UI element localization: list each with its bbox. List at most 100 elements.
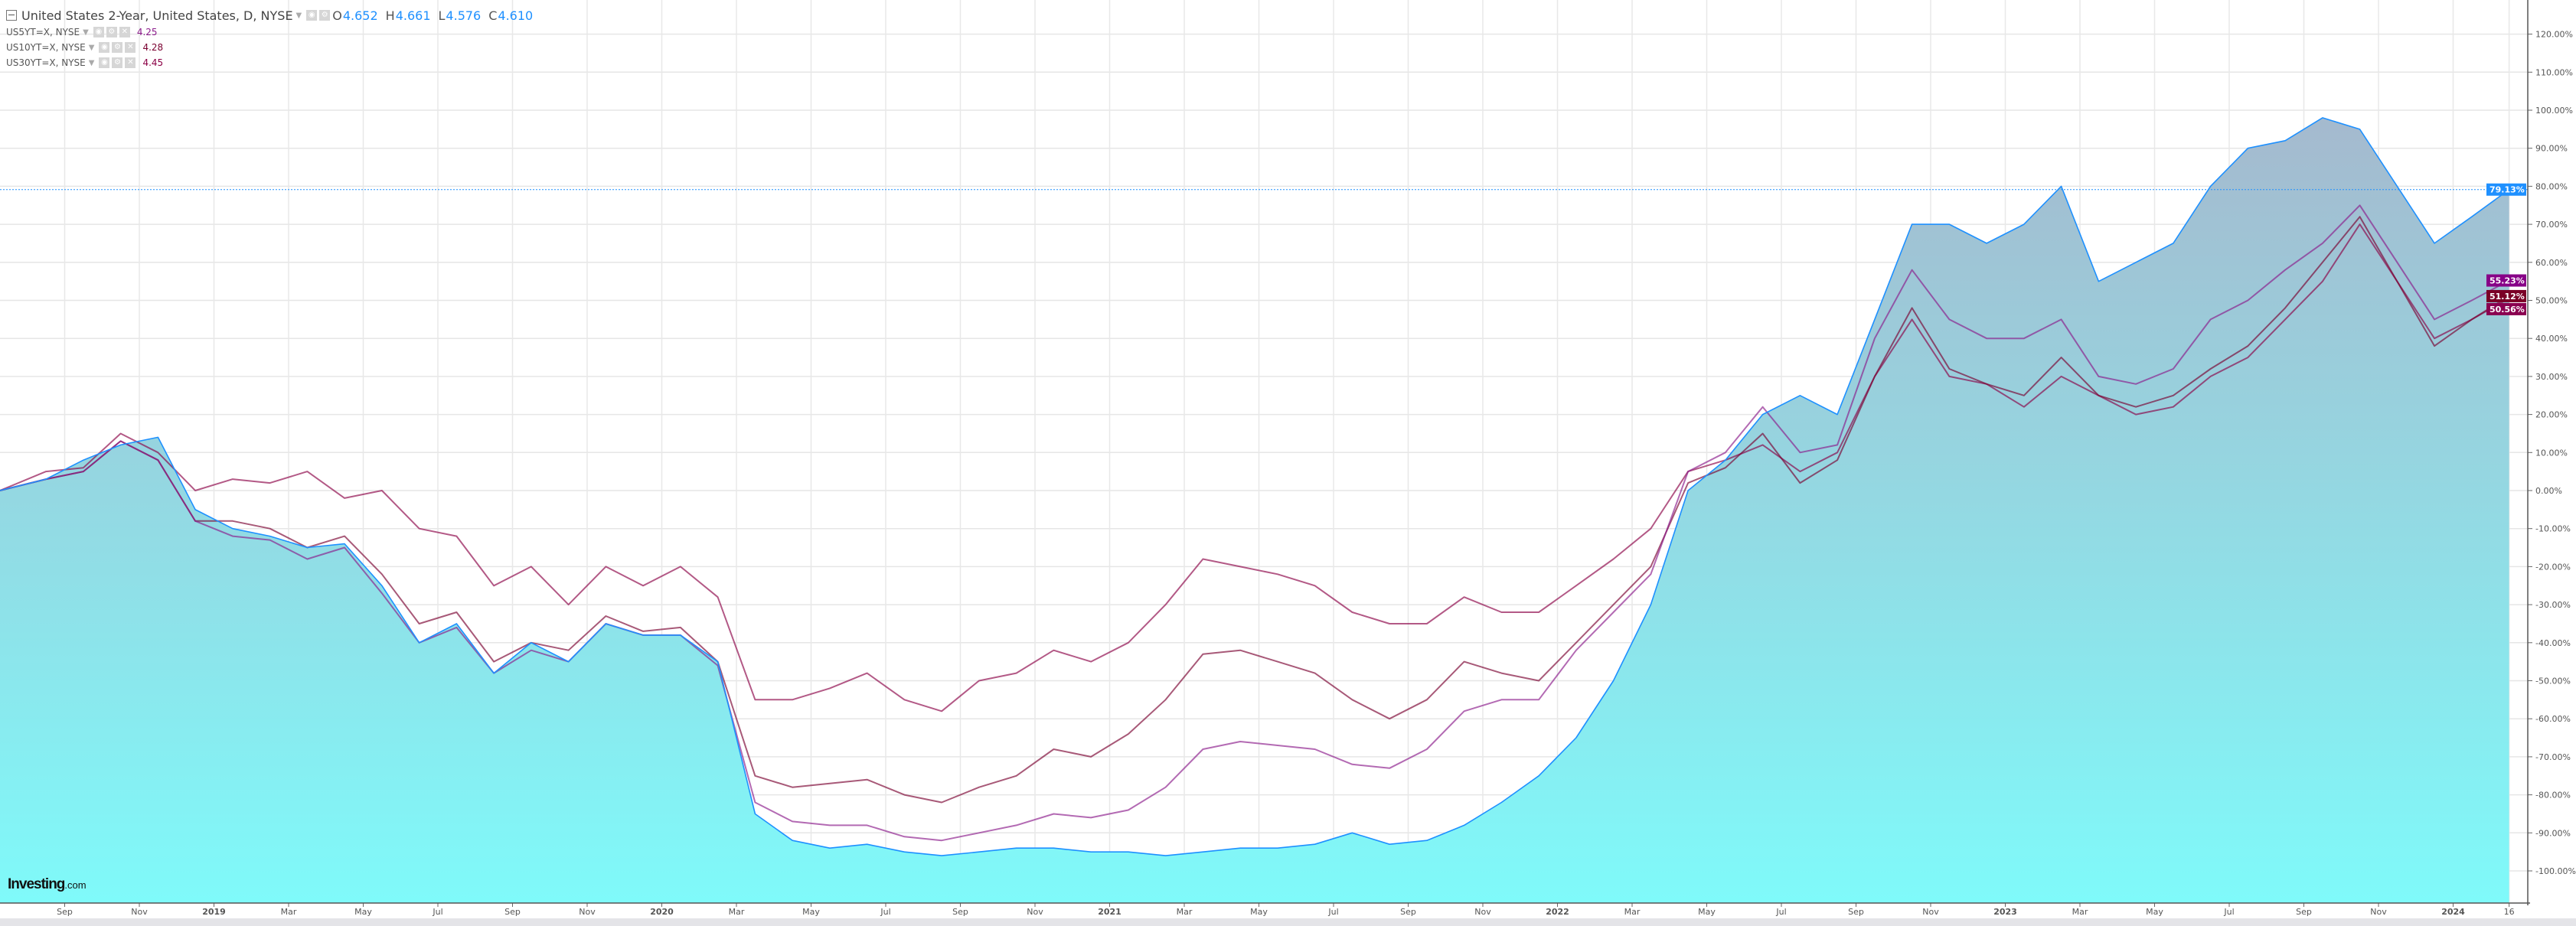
close-value: C4.610 <box>488 8 534 23</box>
x-tick-label: 2023 <box>1993 907 2017 917</box>
x-tick-label: 16 <box>2504 907 2515 917</box>
last-value-label: 51.12% <box>2489 292 2525 302</box>
x-tick-label: Mar <box>1624 907 1641 917</box>
x-tick-label: 2022 <box>1546 907 1569 917</box>
x-tick-label: 2021 <box>1098 907 1121 917</box>
last-value-badge <box>2486 183 2526 196</box>
collapse-icon[interactable] <box>6 10 17 21</box>
legend-item-us10y: US10YT=X, NYSE ▼ ◉ ⚙ ✕ 4.28 <box>6 40 540 55</box>
y-tick-label: 20.00% <box>2535 410 2568 420</box>
gear-icon[interactable]: ⚙ <box>112 57 123 68</box>
last-value-badge <box>2486 274 2526 287</box>
legend-item-us5y: US5YT=X, NYSE ▼ ◉ ⚙ ✕ 4.25 <box>6 24 540 40</box>
y-tick-label: -30.00% <box>2535 600 2571 610</box>
y-tick-label: -50.00% <box>2535 677 2571 686</box>
y-tick-label: -80.00% <box>2535 791 2571 800</box>
x-tick-label: Mar <box>1177 907 1193 917</box>
series-value: 4.28 <box>142 42 164 53</box>
x-tick-label: Jul <box>2223 907 2234 917</box>
last-value-label: 55.23% <box>2489 276 2525 286</box>
x-tick-label: May <box>1250 907 1268 917</box>
x-tick-label: May <box>1698 907 1716 917</box>
chevron-down-icon[interactable]: ▼ <box>88 58 95 67</box>
x-tick-label: Sep <box>1400 907 1416 917</box>
x-tick-label: Mar <box>2072 907 2088 917</box>
gear-icon[interactable]: ⚙ <box>112 42 123 53</box>
x-tick-label: Nov <box>2370 907 2387 917</box>
chevron-down-icon[interactable]: ▼ <box>88 43 95 52</box>
y-tick-label: -40.00% <box>2535 638 2571 648</box>
visibility-icon[interactable]: ◉ <box>93 27 104 37</box>
y-tick-label: 80.00% <box>2535 181 2568 191</box>
last-value-badge <box>2486 302 2526 315</box>
gear-icon[interactable]: ⚙ <box>319 10 331 21</box>
y-tick-label: 110.00% <box>2535 67 2573 77</box>
close-icon[interactable]: ✕ <box>125 57 136 68</box>
x-tick-label: Mar <box>729 907 745 917</box>
y-tick-label: -90.00% <box>2535 828 2571 838</box>
last-value-labels: 79.13% 55.23% 51.12% 50.56% <box>2486 183 2526 315</box>
x-tick-label: 2020 <box>650 907 674 917</box>
x-tick-label: Nov <box>131 907 148 917</box>
series-name: US30YT=X, NYSE <box>6 57 86 68</box>
last-value-label: 50.56% <box>2489 305 2525 315</box>
x-tick-label: May <box>2146 907 2163 917</box>
open-value: O4.652 <box>332 8 378 23</box>
y-tick-label: -70.00% <box>2535 752 2571 762</box>
x-tick-label: Jul <box>880 907 890 917</box>
x-tick-label: Nov <box>579 907 596 917</box>
series-value: 4.45 <box>142 57 164 68</box>
legend-main: United States 2-Year, United States, D, … <box>6 6 540 24</box>
gear-icon[interactable]: ⚙ <box>106 27 117 37</box>
series-name: US5YT=X, NYSE <box>6 27 80 37</box>
x-tick-label: Jul <box>1775 907 1786 917</box>
y-tick-label: 40.00% <box>2535 334 2568 344</box>
main-series-title: United States 2-Year, United States, D, … <box>21 8 293 23</box>
y-tick-label: 70.00% <box>2535 220 2568 230</box>
y-tick-label: 10.00% <box>2535 448 2568 458</box>
legend: United States 2-Year, United States, D, … <box>6 6 540 70</box>
x-tick-label: May <box>354 907 372 917</box>
series-line-2 <box>0 216 2510 804</box>
investing-logo: Investing.com <box>8 876 87 892</box>
x-tick-label: May <box>802 907 820 917</box>
x-tick-label: Nov <box>1474 907 1491 917</box>
series-area-us2y <box>0 117 2509 903</box>
bottom-toolbar <box>0 918 2576 926</box>
series-line-0 <box>0 117 2510 856</box>
y-tick-label: -60.00% <box>2535 714 2571 724</box>
x-tick-label: 2024 <box>2441 907 2465 917</box>
close-icon[interactable]: ✕ <box>119 27 130 37</box>
y-tick-label: 60.00% <box>2535 258 2568 268</box>
x-tick-label: Nov <box>1027 907 1043 917</box>
visibility-icon[interactable]: ◉ <box>306 10 318 21</box>
x-tick-label: Sep <box>504 907 521 917</box>
high-value: H4.661 <box>385 8 431 23</box>
chevron-down-icon[interactable]: ▼ <box>83 28 89 37</box>
x-tick-label: Sep <box>2296 907 2312 917</box>
visibility-icon[interactable]: ◉ <box>99 42 110 53</box>
y-tick-label: -10.00% <box>2535 524 2571 534</box>
area-layer <box>0 117 2509 903</box>
low-value: L4.576 <box>438 8 482 23</box>
series-line-3 <box>0 223 2510 712</box>
y-tick-label: 30.00% <box>2535 372 2568 382</box>
close-icon[interactable]: ✕ <box>125 42 136 53</box>
x-tick-label: Sep <box>952 907 968 917</box>
y-tick-label: 90.00% <box>2535 144 2568 154</box>
last-value-badge <box>2486 289 2526 302</box>
y-tick-label: 120.00% <box>2535 30 2573 40</box>
visibility-icon[interactable]: ◉ <box>99 57 110 68</box>
chevron-down-icon[interactable]: ▼ <box>295 11 302 20</box>
y-tick-label: 100.00% <box>2535 106 2573 116</box>
y-tick-label: 0.00% <box>2535 486 2562 496</box>
lines-layer <box>0 117 2528 856</box>
x-tick-label: Sep <box>1848 907 1864 917</box>
x-tick-label: Mar <box>281 907 297 917</box>
y-tick-label: -100.00% <box>2535 866 2576 876</box>
x-tick-label: Jul <box>432 907 442 917</box>
series-name: US10YT=X, NYSE <box>6 42 86 53</box>
series-value: 4.25 <box>136 27 158 37</box>
